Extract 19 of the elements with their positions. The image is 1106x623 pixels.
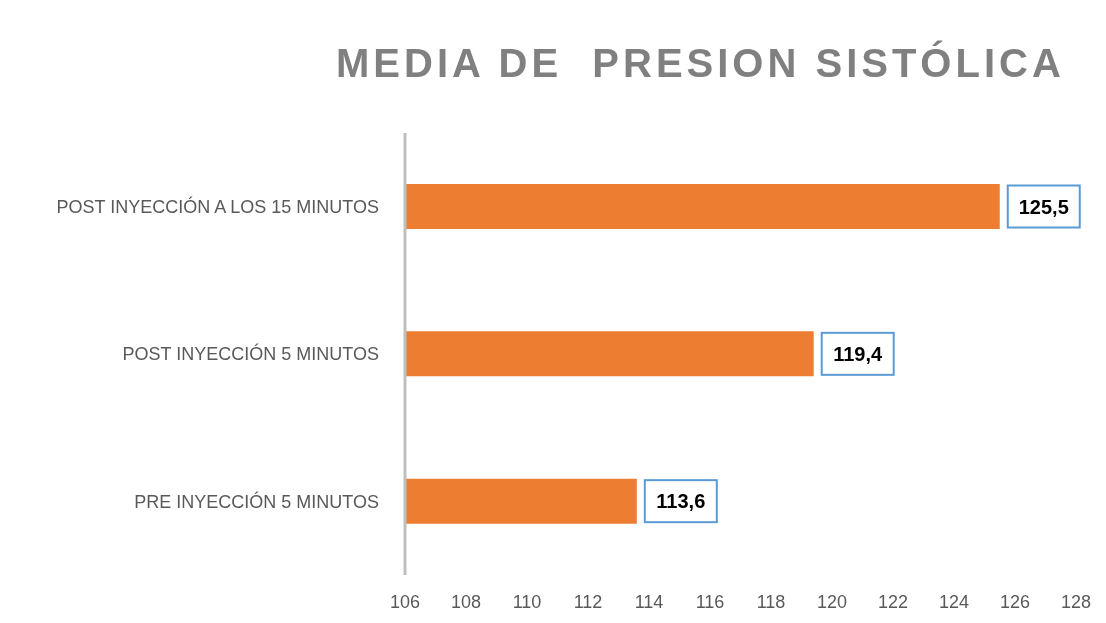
y-tick-label: POST INYECCIÓN A LOS 15 MINUTOS xyxy=(56,196,379,218)
y-tick-label: POST INYECCIÓN 5 MINUTOS xyxy=(122,343,379,365)
x-tick-label: 106 xyxy=(389,591,421,612)
data-label: 119,4 xyxy=(833,342,884,365)
x-tick-label: 128 xyxy=(1060,591,1092,612)
y-tick-label: PRE INYECCIÓN 5 MINUTOS xyxy=(134,490,379,512)
x-tick-label: 120 xyxy=(816,591,848,612)
chart-title: MEDIA DE PRESION SISTÓLICA xyxy=(336,40,1065,86)
x-tick-label: 112 xyxy=(573,591,603,612)
x-tick-label: 118 xyxy=(756,591,786,612)
x-tick-label: 108 xyxy=(450,591,482,612)
x-tick-label: 124 xyxy=(938,591,970,612)
x-tick-label: 126 xyxy=(999,591,1031,612)
x-tick-label: 122 xyxy=(877,591,909,612)
data-label: 113,6 xyxy=(656,490,706,513)
x-tick-label: 114 xyxy=(634,591,664,612)
data-label: 125,5 xyxy=(1018,195,1069,218)
x-tick-label: 116 xyxy=(695,591,725,612)
x-tick-label: 110 xyxy=(512,591,542,612)
